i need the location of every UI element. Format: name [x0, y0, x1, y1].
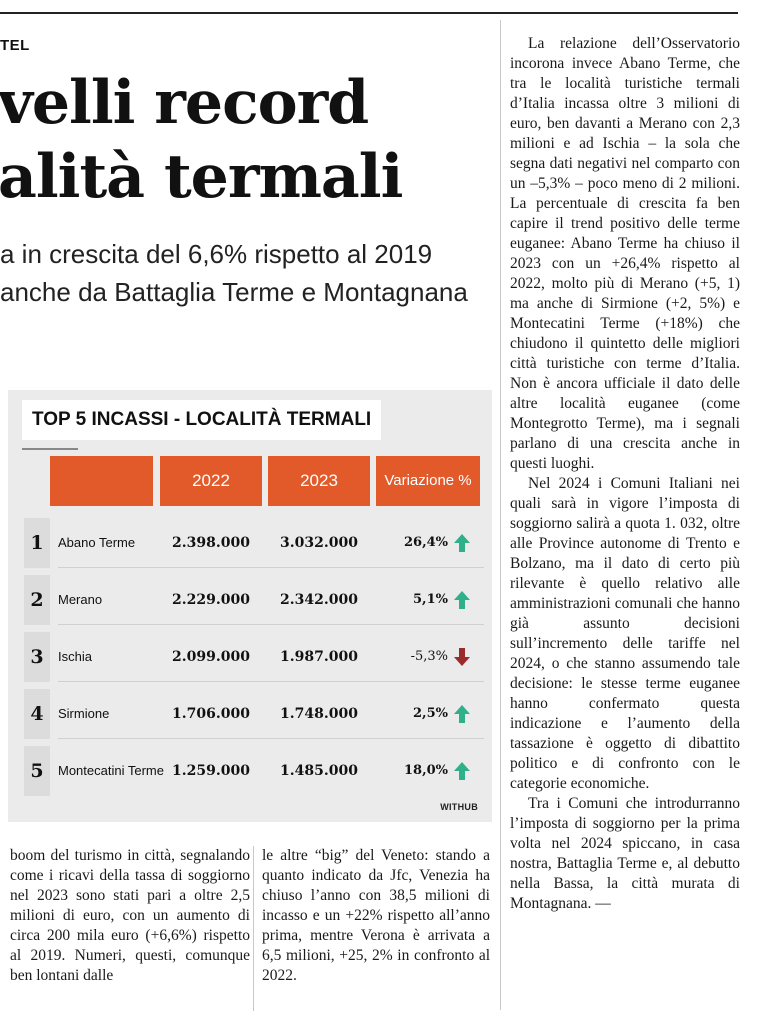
- top5-infographic: TOP 5 INCASSI - LOCALITÀ TERMALI 2022 20…: [8, 390, 492, 822]
- infographic-title-rule: [22, 448, 78, 450]
- value-2023: 1.987.000: [280, 649, 358, 665]
- table-header-blank: [50, 456, 153, 506]
- arrow-up-icon: [454, 762, 470, 780]
- table-row: 1 Abano Terme 2.398.000 3.032.000 26,4%: [24, 518, 484, 568]
- infographic-title: TOP 5 INCASSI - LOCALITÀ TERMALI: [22, 400, 382, 440]
- value-2022: 2.398.000: [172, 535, 250, 551]
- arrow-down-icon: [454, 648, 470, 666]
- rank-number: 4: [24, 689, 50, 739]
- value-2022: 2.099.000: [172, 649, 250, 665]
- rank-number: 3: [24, 632, 50, 682]
- article-paragraph: Tra i Comuni che introdurranno l’imposta…: [510, 795, 740, 912]
- row-divider: [58, 681, 484, 682]
- subheadline-line-2: anche da Battaglia Terme e Montagnana: [0, 277, 468, 307]
- value-2023: 1.748.000: [280, 706, 358, 722]
- value-2023: 3.032.000: [280, 535, 358, 551]
- value-2023: 2.342.000: [280, 592, 358, 608]
- article-column-right: La relazione dell’Osservatorio incorona …: [510, 34, 740, 914]
- top-rule: [0, 12, 738, 14]
- arrow-up-icon: [454, 534, 470, 552]
- place-name: Sirmione: [58, 706, 110, 721]
- rank-number: 2: [24, 575, 50, 625]
- table-row: 3 Ischia 2.099.000 1.987.000 -5,3%: [24, 632, 484, 682]
- table-header-2023: 2023: [268, 456, 370, 506]
- value-2022: 1.706.000: [172, 706, 250, 722]
- value-2022: 1.259.000: [172, 763, 250, 779]
- headline: velli record alità termali: [0, 66, 503, 214]
- subheadline-line-1: a in crescita del 6,6% rispetto al 2019: [0, 239, 433, 269]
- subheadline: a in crescita del 6,6% rispetto al 2019 …: [0, 235, 505, 311]
- row-divider: [58, 738, 484, 739]
- variation-value: -5,3%: [410, 649, 448, 664]
- row-divider: [58, 624, 484, 625]
- infographic-credit: WITHUB: [440, 802, 478, 812]
- article-paragraph: La relazione dell’Osservatorio incorona …: [510, 35, 740, 472]
- arrow-up-icon: [454, 705, 470, 723]
- arrow-up-icon: [454, 591, 470, 609]
- section-kicker: TEL: [0, 37, 30, 54]
- value-2023: 1.485.000: [280, 763, 358, 779]
- column-divider: [500, 20, 501, 1010]
- table-row: 2 Merano 2.229.000 2.342.000 5,1%: [24, 575, 484, 625]
- article-column-bottom-left: boom del turismo in città, segnalando co…: [10, 846, 250, 986]
- variation-value: 2,5%: [413, 706, 448, 721]
- headline-line-1: velli record: [0, 68, 369, 138]
- row-divider: [58, 567, 484, 568]
- article-paragraph: Nel 2024 i Comuni Italiani nei quali sar…: [510, 475, 740, 792]
- table-row: 5 Montecatini Terme 1.259.000 1.485.000 …: [24, 746, 484, 796]
- rank-number: 1: [24, 518, 50, 568]
- article-paragraph: boom del turismo in città, segnalando co…: [10, 847, 250, 984]
- article-paragraph: le altre “big” del Veneto: stando a quan…: [262, 847, 490, 984]
- place-name: Ischia: [58, 649, 92, 664]
- place-name: Merano: [58, 592, 103, 607]
- variation-value: 18,0%: [403, 763, 448, 778]
- variation-value: 26,4%: [403, 535, 448, 550]
- value-2022: 2.229.000: [172, 592, 250, 608]
- headline-line-2: alità termali: [0, 142, 403, 212]
- place-name: Abano Terme: [58, 535, 136, 550]
- place-name: Montecatini Terme: [58, 763, 164, 778]
- table-header-variation: Variazione %: [376, 456, 480, 506]
- table-header-2022: 2022: [160, 456, 262, 506]
- column-divider: [253, 846, 254, 1011]
- variation-value: 5,1%: [413, 592, 448, 607]
- table-row: 4 Sirmione 1.706.000 1.748.000 2,5%: [24, 689, 484, 739]
- article-column-bottom-middle: le altre “big” del Veneto: stando a quan…: [262, 846, 490, 986]
- rank-number: 5: [24, 746, 50, 796]
